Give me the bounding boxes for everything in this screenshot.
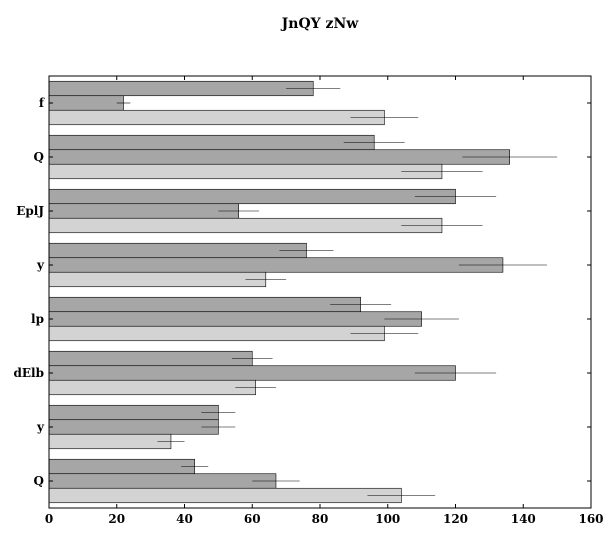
- bar-7-0: [48, 458, 195, 475]
- bar-5-1: [48, 365, 456, 381]
- y-tick-label: Q: [34, 474, 44, 488]
- bar-4-1: [48, 311, 422, 327]
- bars-layer: [48, 80, 511, 504]
- bar-6-1: [48, 419, 219, 435]
- y-tick-label: EplJ: [16, 204, 44, 218]
- bar-7-2: [48, 487, 402, 504]
- x-axis: 0 20 40 60 80 100 120 140 160: [45, 76, 604, 526]
- x-tick-label: 160: [578, 512, 603, 526]
- bar-4-0: [48, 296, 361, 313]
- x-tick-label: 120: [443, 512, 468, 526]
- bar-4-2: [48, 325, 385, 342]
- bar-0-0: [48, 80, 314, 97]
- y-tick-label: y: [36, 420, 45, 434]
- bar-7-1: [48, 473, 277, 489]
- bar-6-0: [48, 404, 219, 421]
- bar-5-0: [48, 350, 253, 367]
- bar-2-0: [48, 188, 456, 205]
- y-tick-label: f: [39, 96, 45, 110]
- x-tick-label: 0: [45, 512, 53, 526]
- y-tick-label: dElb: [14, 366, 45, 380]
- y-tick-label: lp: [31, 312, 44, 326]
- bar-2-2: [48, 217, 443, 234]
- bar-0-1: [48, 95, 124, 111]
- chart-title: JnQY zNw: [280, 16, 360, 32]
- bar-3-2: [48, 271, 267, 288]
- error-bars-layer: [116, 88, 558, 496]
- x-tick-label: 140: [511, 512, 536, 526]
- y-axis: f Q EplJ y lp dElb y Q: [14, 96, 591, 488]
- bar-6-2: [48, 433, 172, 450]
- bar-0-2: [48, 109, 385, 126]
- y-tick-label: Q: [34, 150, 44, 164]
- bar-1-2: [48, 163, 443, 180]
- x-tick-label: 100: [375, 512, 400, 526]
- plot-frame: [48, 75, 592, 509]
- bar-1-1: [48, 149, 511, 165]
- bar-5-2: [48, 379, 256, 396]
- bar-3-0: [48, 242, 307, 259]
- bar-1-0: [48, 134, 375, 151]
- bar-3-1: [48, 257, 504, 273]
- x-tick-label: 80: [312, 512, 329, 526]
- x-tick-label: 20: [108, 512, 125, 526]
- bar-2-1: [48, 203, 239, 219]
- y-tick-label: y: [36, 258, 45, 272]
- x-tick-label: 60: [244, 512, 261, 526]
- x-tick-label: 40: [176, 512, 193, 526]
